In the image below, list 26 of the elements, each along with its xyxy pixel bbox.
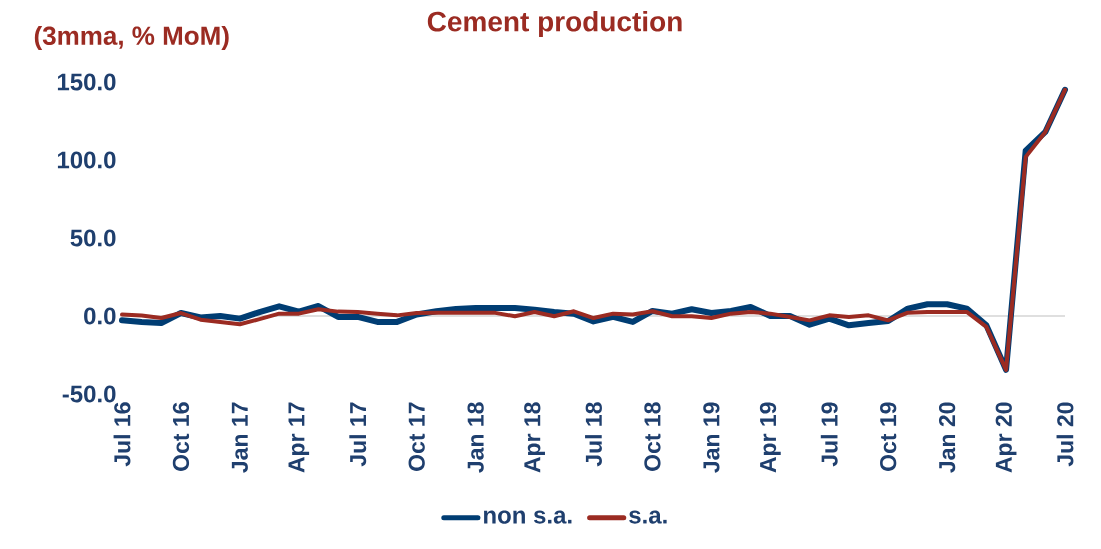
x-tick-label: Jan 17 — [231, 402, 248, 473]
y-tick-label: 150.0 — [57, 73, 116, 91]
x-tick-label: Jul 18 — [585, 402, 602, 467]
y-axis-title: (3mma, % MoM) — [34, 25, 229, 51]
x-tick-label: Apr 19 — [759, 402, 781, 473]
x-tick-label: Jan 18 — [467, 402, 484, 473]
x-tick-label: Jul 17 — [349, 402, 367, 467]
legend-label: s.a. — [629, 510, 667, 524]
x-tick-label: Apr 17 — [288, 402, 310, 473]
chart-title: Cement production — [427, 10, 682, 38]
x-tick-label: Oct 17 — [408, 402, 425, 471]
y-tick-label: 50.0 — [70, 229, 116, 247]
x-tick-label: Jul 20 — [1056, 402, 1074, 467]
x-tick-label: Apr 18 — [524, 402, 545, 473]
x-tick-label: Apr 20 — [995, 402, 1017, 473]
x-tick-label: Jan 19 — [703, 402, 720, 473]
x-tick-label: Oct 16 — [172, 402, 190, 471]
x-tick-label: Oct 18 — [644, 402, 661, 471]
y-tick-label: 100.0 — [57, 151, 116, 169]
x-tick-label: Jan 20 — [938, 402, 956, 473]
legend-label: non s.a. — [484, 510, 572, 524]
y-tick-label: -50.0 — [62, 385, 116, 403]
x-tick-label: Oct 19 — [880, 402, 897, 471]
x-tick-label: Jul 19 — [820, 402, 838, 467]
y-tick-label: 0.0 — [84, 307, 116, 325]
x-tick-label: Jul 16 — [113, 402, 131, 467]
